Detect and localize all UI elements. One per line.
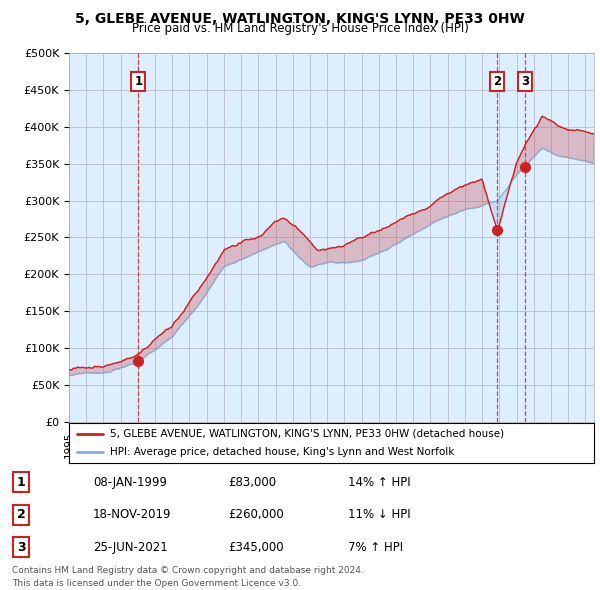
Text: 1: 1	[134, 74, 142, 88]
Text: 25-JUN-2021: 25-JUN-2021	[93, 540, 168, 554]
Text: 2: 2	[493, 74, 502, 88]
Text: 5, GLEBE AVENUE, WATLINGTON, KING'S LYNN, PE33 0HW: 5, GLEBE AVENUE, WATLINGTON, KING'S LYNN…	[75, 12, 525, 26]
Text: £345,000: £345,000	[228, 540, 284, 554]
Text: Price paid vs. HM Land Registry's House Price Index (HPI): Price paid vs. HM Land Registry's House …	[131, 22, 469, 35]
Text: £83,000: £83,000	[228, 476, 276, 489]
Text: 5, GLEBE AVENUE, WATLINGTON, KING'S LYNN, PE33 0HW (detached house): 5, GLEBE AVENUE, WATLINGTON, KING'S LYNN…	[110, 429, 504, 439]
Text: 3: 3	[521, 74, 529, 88]
Text: Contains HM Land Registry data © Crown copyright and database right 2024.: Contains HM Land Registry data © Crown c…	[12, 566, 364, 575]
Text: This data is licensed under the Open Government Licence v3.0.: This data is licensed under the Open Gov…	[12, 579, 301, 588]
Text: 1: 1	[17, 476, 25, 489]
Text: HPI: Average price, detached house, King's Lynn and West Norfolk: HPI: Average price, detached house, King…	[110, 447, 454, 457]
Text: 11% ↓ HPI: 11% ↓ HPI	[348, 508, 410, 522]
Text: 08-JAN-1999: 08-JAN-1999	[93, 476, 167, 489]
Text: £260,000: £260,000	[228, 508, 284, 522]
Text: 3: 3	[17, 540, 25, 554]
Text: 7% ↑ HPI: 7% ↑ HPI	[348, 540, 403, 554]
Text: 2: 2	[17, 508, 25, 522]
Text: 14% ↑ HPI: 14% ↑ HPI	[348, 476, 410, 489]
Text: 18-NOV-2019: 18-NOV-2019	[93, 508, 172, 522]
